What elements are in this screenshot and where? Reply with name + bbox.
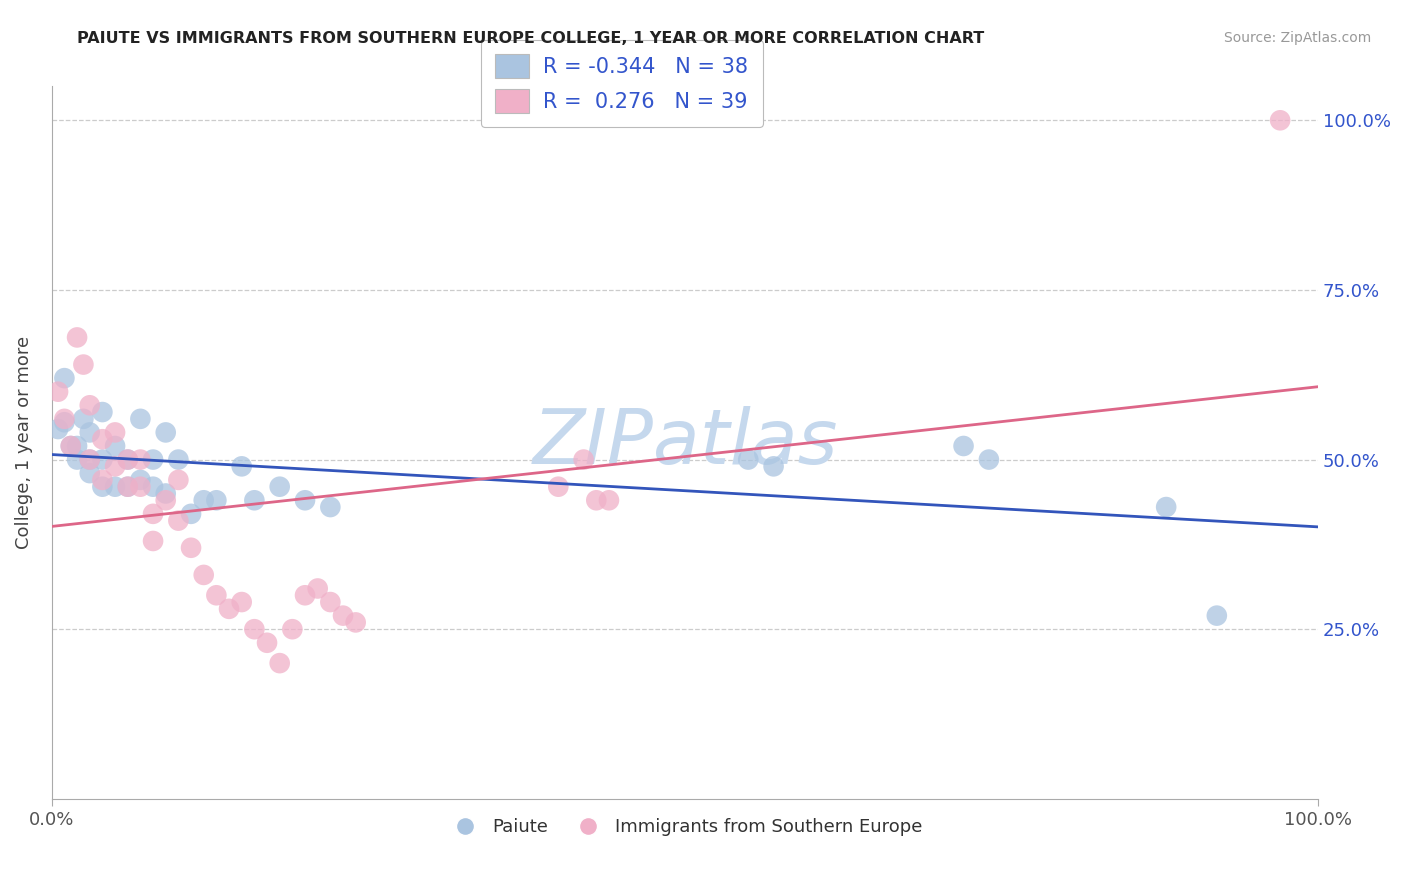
Point xyxy=(155,425,177,440)
Point xyxy=(243,622,266,636)
Point xyxy=(218,602,240,616)
Point xyxy=(53,412,76,426)
Point xyxy=(231,459,253,474)
Point xyxy=(193,568,215,582)
Point xyxy=(294,588,316,602)
Point xyxy=(117,452,139,467)
Point xyxy=(142,480,165,494)
Point xyxy=(129,412,152,426)
Point xyxy=(79,452,101,467)
Point xyxy=(91,480,114,494)
Text: PAIUTE VS IMMIGRANTS FROM SOUTHERN EUROPE COLLEGE, 1 YEAR OR MORE CORRELATION CH: PAIUTE VS IMMIGRANTS FROM SOUTHERN EUROP… xyxy=(77,31,984,46)
Point xyxy=(1268,113,1291,128)
Y-axis label: College, 1 year or more: College, 1 year or more xyxy=(15,336,32,549)
Point xyxy=(59,439,82,453)
Point xyxy=(91,405,114,419)
Point xyxy=(66,439,89,453)
Point xyxy=(117,480,139,494)
Point xyxy=(180,541,202,555)
Point xyxy=(91,473,114,487)
Point xyxy=(72,412,94,426)
Point xyxy=(598,493,620,508)
Point xyxy=(1205,608,1227,623)
Point xyxy=(142,452,165,467)
Text: Source: ZipAtlas.com: Source: ZipAtlas.com xyxy=(1223,31,1371,45)
Point xyxy=(66,330,89,344)
Point xyxy=(104,480,127,494)
Point xyxy=(762,459,785,474)
Legend: Paiute, Immigrants from Southern Europe: Paiute, Immigrants from Southern Europe xyxy=(440,811,929,843)
Point xyxy=(104,439,127,453)
Point xyxy=(155,493,177,508)
Point xyxy=(977,452,1000,467)
Point xyxy=(155,486,177,500)
Point xyxy=(53,371,76,385)
Point xyxy=(307,582,329,596)
Point xyxy=(104,459,127,474)
Point xyxy=(1154,500,1177,514)
Point xyxy=(53,415,76,429)
Point xyxy=(66,452,89,467)
Point xyxy=(193,493,215,508)
Point xyxy=(167,452,190,467)
Point xyxy=(79,425,101,440)
Point xyxy=(104,425,127,440)
Point xyxy=(142,533,165,548)
Point xyxy=(205,493,228,508)
Point xyxy=(547,480,569,494)
Point xyxy=(46,422,69,436)
Point xyxy=(205,588,228,602)
Point xyxy=(737,452,759,467)
Point xyxy=(332,608,354,623)
Point xyxy=(231,595,253,609)
Point xyxy=(79,398,101,412)
Point xyxy=(294,493,316,508)
Point xyxy=(585,493,607,508)
Point xyxy=(79,452,101,467)
Point xyxy=(281,622,304,636)
Point xyxy=(243,493,266,508)
Point xyxy=(167,473,190,487)
Point xyxy=(59,439,82,453)
Point xyxy=(256,636,278,650)
Point xyxy=(79,466,101,480)
Point xyxy=(117,480,139,494)
Point xyxy=(91,432,114,446)
Point xyxy=(142,507,165,521)
Point xyxy=(269,480,291,494)
Point xyxy=(91,452,114,467)
Point xyxy=(269,656,291,670)
Point xyxy=(952,439,974,453)
Point xyxy=(572,452,595,467)
Point xyxy=(180,507,202,521)
Point xyxy=(319,500,342,514)
Point xyxy=(72,358,94,372)
Point xyxy=(344,615,367,630)
Point xyxy=(319,595,342,609)
Point xyxy=(129,480,152,494)
Point xyxy=(129,452,152,467)
Point xyxy=(129,473,152,487)
Point xyxy=(117,452,139,467)
Point xyxy=(46,384,69,399)
Point xyxy=(167,514,190,528)
Text: ZIPatlas: ZIPatlas xyxy=(533,406,838,480)
